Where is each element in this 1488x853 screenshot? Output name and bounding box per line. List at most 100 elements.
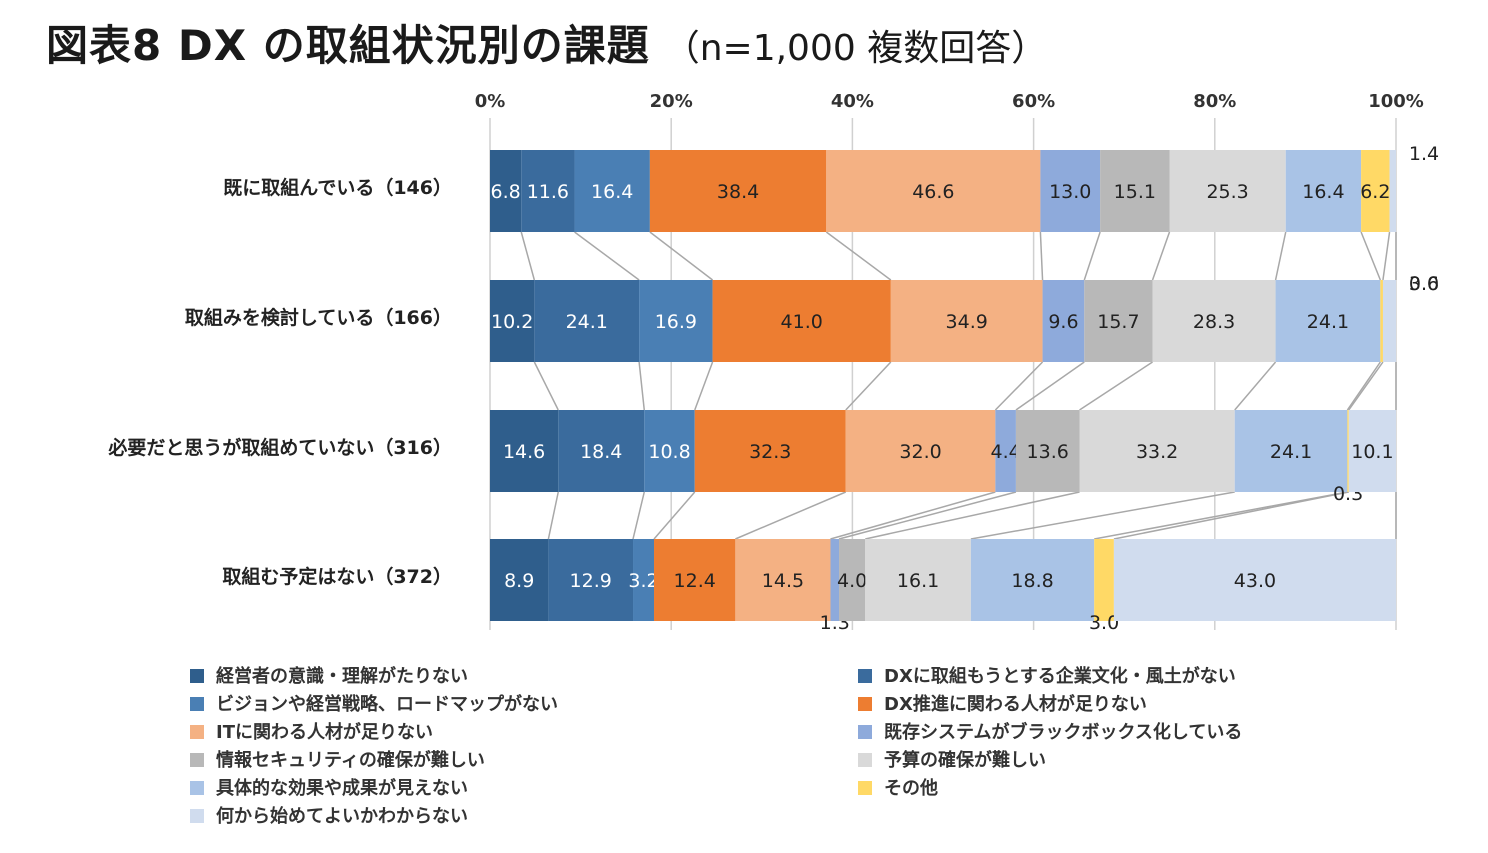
series-connector-line xyxy=(1094,491,1348,540)
bar-segment xyxy=(1347,410,1349,492)
data-label: 6.2 xyxy=(1360,181,1390,203)
bar-segment xyxy=(1079,410,1235,492)
data-label: 15.7 xyxy=(1097,311,1139,333)
bar-segment xyxy=(548,539,634,621)
series-connector-line xyxy=(845,361,892,411)
series-connector-line xyxy=(1039,231,1044,281)
series-connector-line xyxy=(838,491,1017,540)
data-label: 16.4 xyxy=(1302,181,1344,203)
bar-segment xyxy=(1389,150,1396,232)
data-label: 16.4 xyxy=(591,181,633,203)
series-connector-line xyxy=(994,361,1044,411)
bar-segment xyxy=(639,280,713,362)
series-connector-line xyxy=(533,361,559,411)
data-label: 3.2 xyxy=(628,570,658,592)
category-label: 取組みを検討している（166） xyxy=(185,306,452,329)
series-connector-line xyxy=(825,231,892,281)
data-label: 46.6 xyxy=(912,181,954,203)
bar-segment xyxy=(1380,280,1383,362)
legend-swatch xyxy=(190,753,204,767)
series-connector-line xyxy=(653,491,696,540)
legend-swatch xyxy=(190,781,204,795)
legend-label: その他 xyxy=(884,777,938,799)
data-label: 34.9 xyxy=(946,311,988,333)
data-label: 3.0 xyxy=(1409,273,1439,295)
series-connector-line xyxy=(1360,231,1382,281)
bar-segment xyxy=(490,280,535,362)
legend-label: ITに関わる人材が足りない xyxy=(216,721,433,743)
data-label: 12.9 xyxy=(570,570,612,592)
series-connector-line xyxy=(1274,231,1287,281)
bar-segment xyxy=(633,539,655,621)
bar-segment xyxy=(1348,410,1396,492)
bar-segment xyxy=(1152,280,1276,362)
data-label: 43.0 xyxy=(1234,570,1276,592)
data-label: 24.1 xyxy=(566,311,608,333)
data-label: 13.6 xyxy=(1027,441,1069,463)
legend-swatch xyxy=(190,809,204,823)
x-tick-label: 0% xyxy=(475,91,506,112)
data-label: 38.4 xyxy=(717,181,759,203)
data-label: 16.1 xyxy=(897,570,939,592)
bar-segment xyxy=(1084,280,1153,362)
data-label: 16.9 xyxy=(655,311,697,333)
legend-label: 既存システムがブラックボックス化している xyxy=(884,721,1242,743)
legend-swatch xyxy=(190,725,204,739)
bar-segment xyxy=(558,410,645,492)
data-label: 32.0 xyxy=(899,441,941,463)
bar-segment xyxy=(574,150,650,232)
data-label: 33.2 xyxy=(1136,441,1178,463)
legend-swatch xyxy=(858,725,872,739)
legend-label: 経営者の意識・理解がたりない xyxy=(216,665,468,687)
bar-segment xyxy=(1042,280,1085,362)
bar-segment xyxy=(490,410,559,492)
series-connector-line xyxy=(632,491,646,540)
legend-swatch xyxy=(858,753,872,767)
x-tick-label: 100% xyxy=(1368,91,1424,112)
bar-segment xyxy=(970,539,1095,621)
category-label: 既に取組んでいる（146） xyxy=(223,176,452,199)
bar-segment xyxy=(534,280,640,362)
bar-segment xyxy=(521,150,575,232)
data-label: 11.6 xyxy=(527,181,569,203)
legend-label: 予算の確保が難しい xyxy=(884,749,1046,771)
data-label: 9.6 xyxy=(1048,311,1078,333)
data-label: 0.6 xyxy=(1409,273,1439,295)
series-connector-line xyxy=(1382,231,1391,281)
series-connector-line xyxy=(735,491,847,540)
bar-segment xyxy=(712,280,891,362)
chart-subtitle: （n=1,000 複数回答） xyxy=(663,28,1048,69)
data-label: 32.3 xyxy=(749,441,791,463)
x-tick-label: 40% xyxy=(831,91,874,112)
bar-segment xyxy=(1275,280,1381,362)
bar-segment xyxy=(490,150,522,232)
legend-swatch xyxy=(190,669,204,683)
series-connector-line xyxy=(1151,231,1171,281)
bar-segment xyxy=(1113,539,1396,621)
data-label: 4.0 xyxy=(837,570,867,592)
data-label: 41.0 xyxy=(781,311,823,333)
data-label: 6.8 xyxy=(491,181,521,203)
data-label: 3.0 xyxy=(1089,612,1119,634)
bar-segment xyxy=(735,539,831,621)
bar-segment xyxy=(865,539,971,621)
x-tick-label: 60% xyxy=(1012,91,1055,112)
bar-segment xyxy=(830,539,840,621)
data-label: 15.1 xyxy=(1114,181,1156,203)
legend-swatch xyxy=(190,697,204,711)
series-connector-line xyxy=(1079,361,1153,411)
bar-segment xyxy=(826,150,1041,232)
data-label: 14.6 xyxy=(503,441,545,463)
bar-segment xyxy=(1285,150,1362,232)
data-label: 18.8 xyxy=(1011,570,1053,592)
bar-segment xyxy=(1094,539,1114,621)
data-label: 13.0 xyxy=(1049,181,1091,203)
bar-segment xyxy=(1015,410,1080,492)
data-label: 12.4 xyxy=(674,570,716,592)
data-label: 24.1 xyxy=(1270,441,1312,463)
series-connector-line xyxy=(1234,361,1277,411)
legend-label: 具体的な効果や成果が見えない xyxy=(216,777,468,799)
legend-swatch xyxy=(858,781,872,795)
bar-segment xyxy=(1100,150,1170,232)
legend-label: 何から始めてよいかわからない xyxy=(216,805,468,827)
